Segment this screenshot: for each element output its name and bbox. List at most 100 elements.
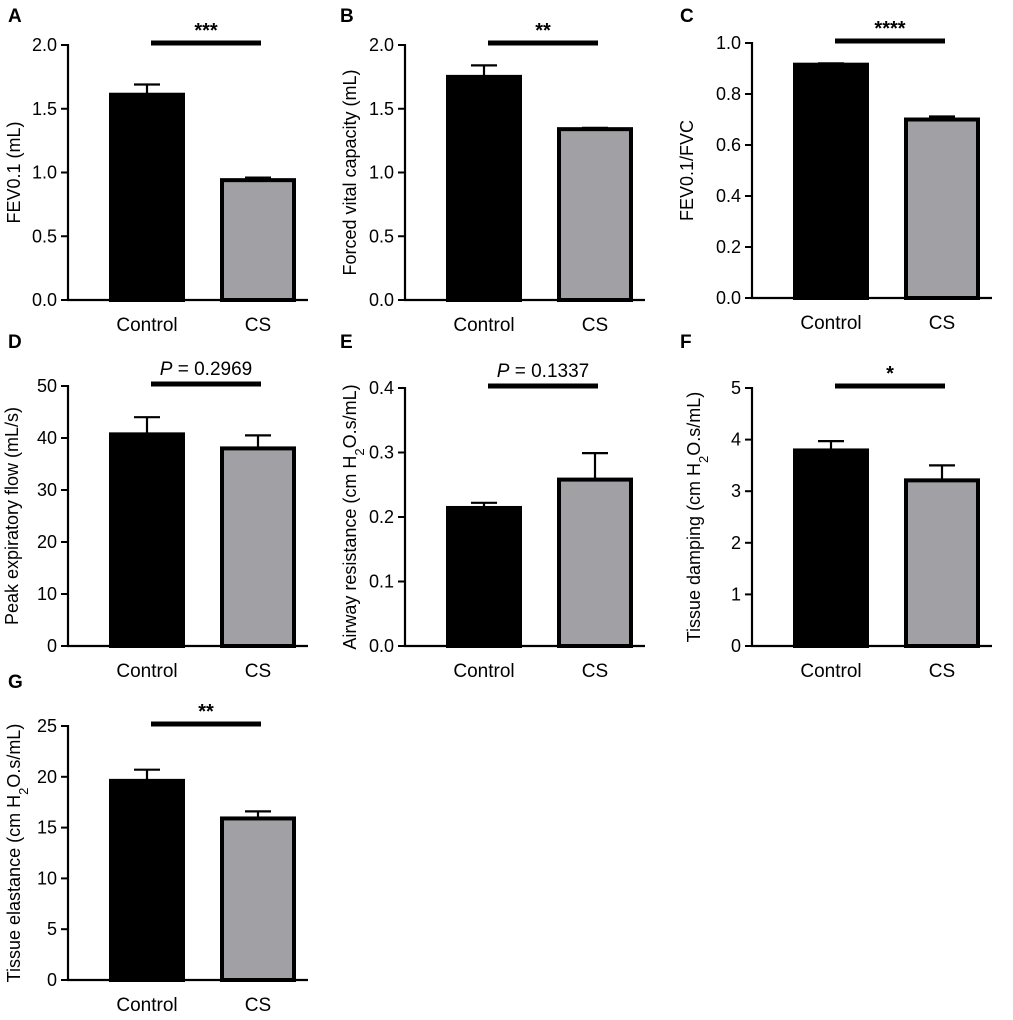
panel-g-significance-stars: **	[198, 701, 214, 723]
panel-b-bar-cs	[557, 127, 633, 302]
panel-b-significance-stars: **	[535, 20, 551, 42]
panel-g: G 0 5 10 15 20 25 Control CS ** Tissue elastance (…	[4, 672, 308, 1016]
panel-e-y-label: Airway resistance (cm H2O.s/mL)	[340, 384, 367, 649]
panel-b-tick-label: 2.0	[369, 35, 394, 55]
panel-b-category-label: CS	[582, 315, 608, 336]
panel-c-y-label: FEV0.1/FVC	[677, 120, 697, 221]
panel-g-tick-label: 15	[37, 818, 57, 838]
panel-b-category-label: Control	[453, 315, 514, 336]
panel-g-letter: G	[8, 672, 23, 693]
panel-b-tick-label: 0.0	[369, 290, 394, 310]
panel-e-y-label-sub: 2	[352, 448, 367, 455]
panel-a-tick-label: 1.5	[32, 99, 57, 119]
panel-e-tick-label: 0.1	[369, 572, 394, 592]
panel-b-letter: B	[340, 6, 354, 27]
panel-d-category-label: Control	[116, 661, 177, 682]
panel-c-letter: C	[680, 6, 694, 27]
panel-e-p-text: = 0.1337	[509, 361, 589, 382]
panel-d-p-prefix: P	[160, 359, 173, 380]
panel-d-tick-label: 30	[37, 480, 57, 500]
panel-d-category-label: CS	[245, 661, 271, 682]
panel-f-tick-label: 0	[731, 636, 741, 656]
panel-c-tick-label: 0.8	[716, 84, 741, 104]
panel-d-y-label: Peak expiratory flow (mL/s)	[2, 407, 22, 625]
panel-b-tick-label: 0.5	[369, 226, 394, 246]
panel-e-y-label-post: O.s/mL)	[340, 384, 360, 448]
panel-f-tick-label: 1	[731, 584, 741, 604]
panel-f-tick-label: 5	[731, 378, 741, 398]
panel-e-category-label: CS	[582, 661, 608, 682]
panel-a-y-label: FEV0.1 (mL)	[4, 121, 24, 223]
panel-e-tick-label: 0.4	[369, 378, 394, 398]
panel-f-y-label-sub: 2	[696, 456, 711, 463]
panel-g-tick-label: 10	[37, 868, 57, 888]
panel-a-bar-control	[109, 92, 185, 302]
panel-d-p-text: = 0.2969	[172, 359, 252, 380]
panel-e-bar-control	[446, 505, 522, 648]
panel-c-bar-control	[793, 62, 869, 300]
panel-c-tick-label: 1.0	[716, 33, 741, 53]
panel-c-category-label: Control	[800, 313, 861, 334]
panel-d-bar-cs	[220, 446, 296, 648]
panel-g-y-label-pre: Tissue elastance (cm H	[4, 795, 24, 982]
panel-g-tick-label: 0	[47, 970, 57, 990]
panel-d-tick-label: 50	[37, 376, 57, 396]
panel-a-tick-label: 0.5	[32, 226, 57, 246]
panel-c-bar-cs	[904, 117, 980, 300]
panel-c-tick-label: 0.2	[716, 237, 741, 257]
panel-b-y-label: Forced vital capacity (mL)	[340, 69, 360, 275]
panel-a-tick-label: 2.0	[32, 35, 57, 55]
panel-b-tick-label: 1.5	[369, 99, 394, 119]
panel-d-bar-control	[109, 432, 185, 648]
panel-d-letter: D	[8, 332, 22, 353]
panel-g-tick-label: 20	[37, 767, 57, 787]
panel-f-significance-stars: *	[886, 363, 894, 385]
panel-g-bar-control	[109, 778, 185, 983]
panel-c-tick-label: 0.4	[716, 186, 741, 206]
panel-c-significance-stars: ****	[874, 18, 905, 40]
panel-a-tick-label: 0.0	[32, 290, 57, 310]
panel-g-category-label: Control	[116, 995, 177, 1016]
panel-e-tick-label: 0.0	[369, 636, 394, 656]
panel-e: E 0.0 0.1 0.2 0.3 0.4 Control CS P = 0.1337 Airwa…	[340, 332, 645, 682]
panel-d-tick-label: 10	[37, 584, 57, 604]
panel-b-tick-label: 1.0	[369, 163, 394, 183]
panel-g-tick-label: 5	[47, 919, 57, 939]
panel-f-tick-label: 2	[731, 533, 741, 553]
panel-d-tick-label: 0	[47, 636, 57, 656]
panel-g-y-label: Tissue elastance (cm H2O.s/mL)	[4, 724, 31, 983]
panel-e-letter: E	[340, 332, 353, 353]
panel-e-tick-label: 0.2	[369, 507, 394, 527]
panel-f-y-label: Tissue damping (cm H2O.s/mL)	[684, 392, 711, 643]
panel-a-category-label: Control	[116, 315, 177, 336]
panel-g-category-label: CS	[245, 995, 271, 1016]
panel-e-tick-label: 0.3	[369, 443, 394, 463]
panel-f-bar-control	[793, 448, 869, 648]
panel-a: A 0.0 0.5 1.0 1.5 2.0 Control CS *** FEV0.1 (mL)	[4, 6, 308, 336]
panel-e-y-label-pre: Airway resistance (cm H	[340, 456, 360, 650]
panel-f-letter: F	[680, 332, 692, 353]
panel-b: B 0.0 0.5 1.0 1.5 2.0 Control CS ** Forced vital …	[340, 6, 645, 336]
panel-e-p-prefix: P	[497, 361, 510, 382]
panel-g-y-label-sub: 2	[16, 788, 31, 795]
panel-d-p-value: P = 0.2969	[160, 359, 252, 380]
panel-e-category-label: Control	[453, 661, 514, 682]
panel-c-tick-label: 0.0	[716, 288, 741, 308]
panel-d-tick-label: 40	[37, 428, 57, 448]
panel-g-tick-label: 25	[37, 716, 57, 736]
panel-f-y-label-post: O.s/mL)	[684, 392, 704, 456]
panel-f-tick-label: 3	[731, 481, 741, 501]
panel-f-y-label-pre: Tissue damping (cm H	[684, 463, 704, 642]
panel-b-bar-control	[446, 74, 522, 302]
panel-f-tick-label: 4	[731, 430, 741, 450]
panel-d: D 0 10 20 30 40 50 Control CS P = 0.2969 Peak expi…	[2, 332, 308, 682]
panel-g-bar-cs	[220, 816, 296, 982]
panel-a-letter: A	[8, 6, 22, 27]
panel-c-tick-label: 0.6	[716, 135, 741, 155]
panel-d-tick-label: 20	[37, 532, 57, 552]
panel-a-bar-cs	[220, 178, 296, 302]
panel-g-y-label-post: O.s/mL)	[4, 724, 24, 788]
panel-a-tick-label: 1.0	[32, 163, 57, 183]
panel-f-category-label: CS	[929, 661, 955, 682]
